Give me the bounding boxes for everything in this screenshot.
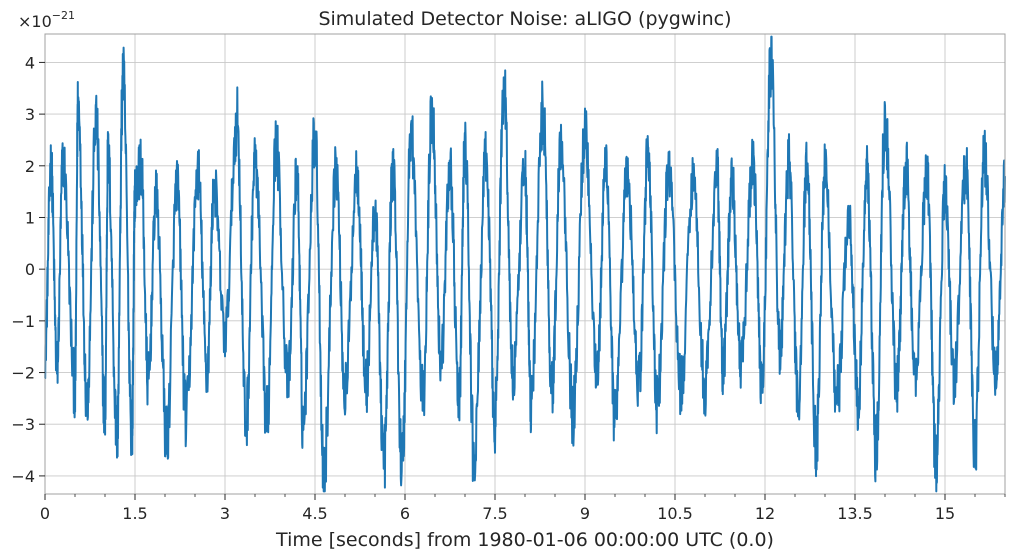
ticks (39, 61, 1006, 500)
x-tick-label: 15 (935, 504, 955, 523)
series-layer (44, 35, 1006, 493)
y-tick-label: −2 (11, 364, 35, 383)
y-tick-label: −1 (11, 312, 35, 331)
noise-series-line (44, 35, 1006, 493)
y-multiplier: ×10−21 (18, 9, 75, 31)
x-tick-label: 4.5 (302, 504, 327, 523)
chart-title: Simulated Detector Noise: aLIGO (pygwinc… (318, 8, 731, 30)
y-tick-label: 0 (25, 260, 35, 279)
y-tick-label: 3 (25, 105, 35, 124)
y-tick-label: −4 (11, 467, 35, 486)
y-tick-label: 1 (25, 208, 35, 227)
y-tick-labels: −4 −3 −2 −1 0 1 2 3 4 (11, 53, 35, 485)
x-tick-label: 13.5 (837, 504, 873, 523)
y-tick-label: 2 (25, 157, 35, 176)
x-tick-label: 1.5 (122, 504, 147, 523)
x-tick-label: 6 (400, 504, 410, 523)
x-tick-label: 9 (580, 504, 590, 523)
x-tick-label: 12 (755, 504, 775, 523)
x-axis-label: Time [seconds] from 1980-01-06 00:00:00 … (275, 529, 774, 551)
x-tick-label: 10.5 (657, 504, 693, 523)
y-tick-label: −3 (11, 415, 35, 434)
y-tick-label: 4 (25, 53, 35, 72)
x-tick-label: 0 (40, 504, 50, 523)
plot-frame (44, 33, 1006, 495)
x-tick-label: 3 (220, 504, 230, 523)
x-tick-label: 7.5 (482, 504, 507, 523)
grid (44, 34, 1005, 494)
y-multiplier-base: ×10 (18, 12, 52, 31)
y-multiplier-exponent: −21 (52, 9, 75, 22)
x-tick-labels: 0 1.5 3 4.5 6 7.5 9 10.5 12 13.5 15 (40, 504, 955, 523)
